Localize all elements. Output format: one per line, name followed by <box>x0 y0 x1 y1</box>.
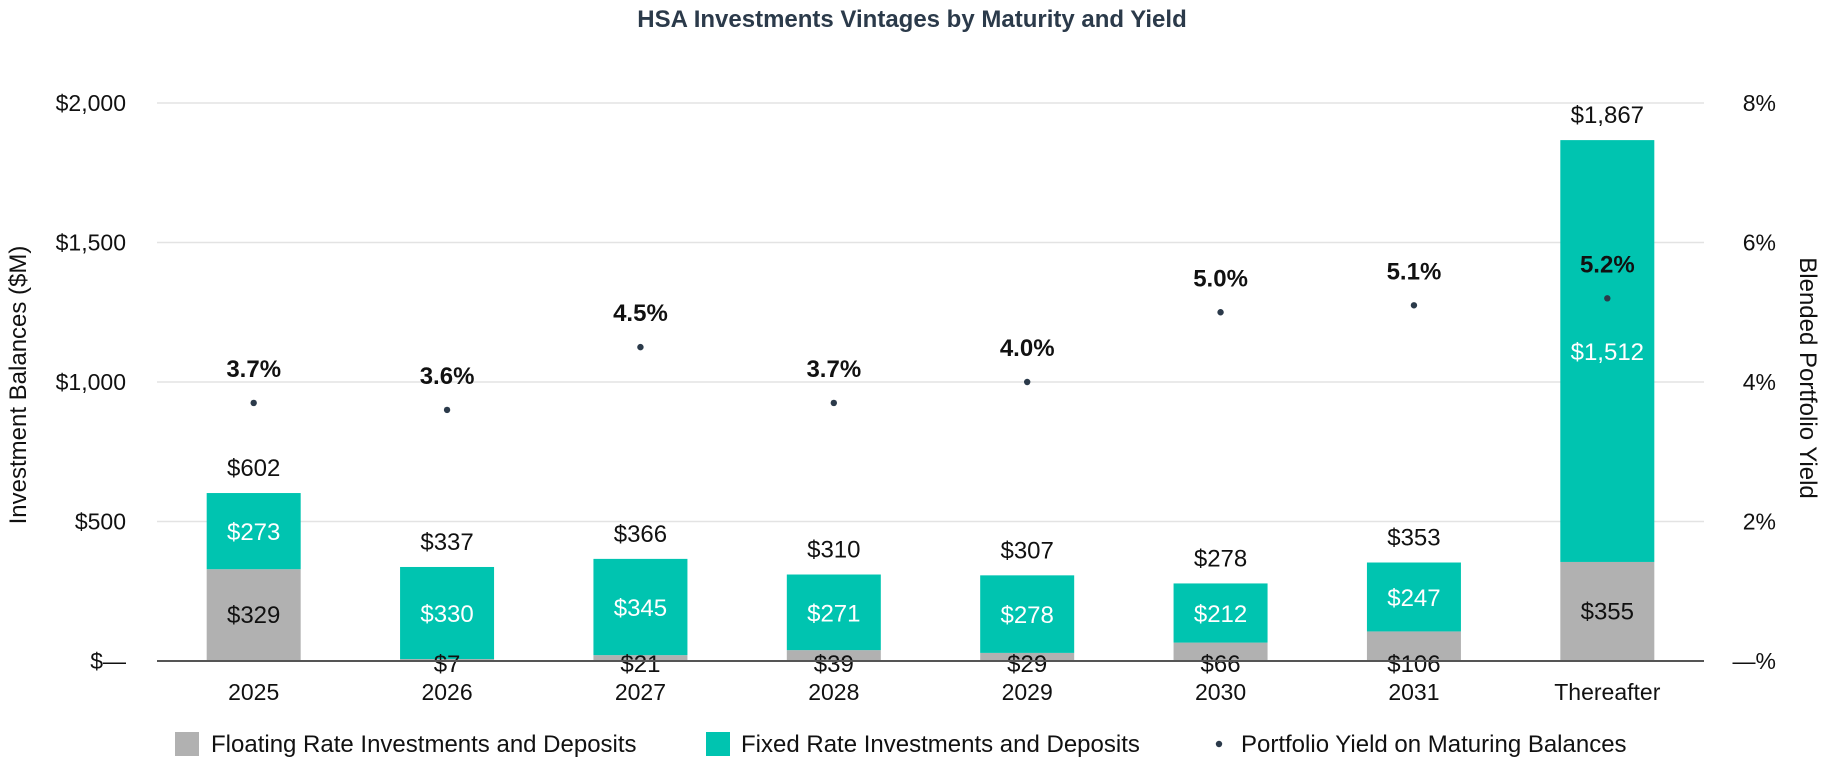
fixed-value-label: $212 <box>1194 601 1247 628</box>
yield-value-label: 4.5% <box>613 300 668 327</box>
yield-value-label: 4.0% <box>1000 335 1055 362</box>
yield-point <box>830 399 838 407</box>
fixed-value-label: $345 <box>614 595 667 622</box>
bar-floating <box>206 569 301 661</box>
yield-value-label: 5.0% <box>1193 265 1248 292</box>
legend: Floating Rate Investments and Deposits Fi… <box>175 731 1627 758</box>
fixed-value-label: $273 <box>227 519 280 546</box>
total-value-label: $278 <box>1194 545 1247 572</box>
floating-value-label: $39 <box>814 651 854 678</box>
y-axis-label: Investment Balances ($M) <box>5 246 32 525</box>
axes: $— $500 $1,000 $1,500 $2,000 —% 2% 4% 6% 8% <box>56 90 1776 674</box>
bar-fixed <box>206 493 301 570</box>
fixed-value-label: $247 <box>1387 585 1440 612</box>
floating-value-label: $29 <box>1007 651 1047 678</box>
x-tick-label: 2027 <box>615 679 666 705</box>
yield-point <box>1217 309 1224 316</box>
floating-value-label: $21 <box>620 651 660 678</box>
y2-tick-label: 2% <box>1743 509 1776 535</box>
x-tick-label: 2025 <box>228 679 279 705</box>
x-tick-label: 2028 <box>808 679 859 705</box>
legend-swatch-fixed <box>706 732 730 756</box>
total-value-label: $310 <box>807 537 860 564</box>
yield-value-label: 3.7% <box>806 356 861 383</box>
bar-fixed <box>786 574 881 651</box>
y-tick-label: $1,500 <box>56 230 126 256</box>
y-tick-label: $500 <box>75 509 126 535</box>
floating-value-label: $106 <box>1387 651 1440 678</box>
yield-point <box>1410 302 1418 309</box>
y2-tick-label: 8% <box>1743 90 1776 116</box>
y2-tick-label: —% <box>1733 648 1776 674</box>
x-tick-label: 2031 <box>1388 679 1439 705</box>
legend-label-yield: Portfolio Yield on Maturing Balances <box>1241 731 1627 758</box>
floating-value-label: $329 <box>227 602 280 629</box>
x-tick-label: 2029 <box>1002 679 1053 705</box>
bars <box>206 140 1655 661</box>
legend-swatch-floating <box>175 732 199 756</box>
floating-value-label: $7 <box>434 651 461 678</box>
y2-tick-label: 6% <box>1743 230 1776 256</box>
y2-axis-label: Blended Portfolio Yield <box>1794 257 1821 499</box>
yield-value-label: 3.7% <box>226 356 281 383</box>
x-tick-label: 2026 <box>421 679 472 705</box>
yield-point <box>637 343 644 351</box>
bar-floating <box>1366 631 1461 661</box>
bar-floating <box>786 650 881 661</box>
fixed-value-label: $1,512 <box>1571 339 1644 366</box>
gridlines <box>157 102 1704 523</box>
bar-fixed <box>1560 140 1655 562</box>
legend-label-fixed: Fixed Rate Investments and Deposits <box>741 731 1140 758</box>
total-value-label: $353 <box>1387 525 1440 552</box>
chart-title: HSA Investments Vintages by Maturity and… <box>637 6 1186 33</box>
legend-marker-yield <box>1215 740 1223 748</box>
fixed-value-label: $330 <box>420 601 473 628</box>
total-value-label: $366 <box>614 521 667 548</box>
total-value-label: $1,867 <box>1571 102 1644 129</box>
yield-point <box>443 406 451 414</box>
bar-fixed <box>400 566 495 660</box>
y2-tick-label: 4% <box>1743 369 1776 395</box>
y-tick-label: $2,000 <box>56 90 126 116</box>
bar-floating <box>593 655 688 661</box>
yield-value-label: 3.6% <box>420 363 475 390</box>
bar-fixed <box>1366 562 1461 632</box>
floating-value-label: $355 <box>1581 598 1634 625</box>
legend-label-floating: Floating Rate Investments and Deposits <box>211 731 637 758</box>
bar-floating <box>1173 642 1268 661</box>
bar-fixed <box>980 575 1075 653</box>
total-value-label: $307 <box>1000 537 1053 564</box>
yield-point <box>250 399 257 407</box>
bar-floating <box>980 652 1075 661</box>
x-tick-label: Thereafter <box>1554 679 1660 705</box>
bar-fixed <box>593 558 688 656</box>
yield-value-label: 5.2% <box>1580 251 1635 278</box>
yield-point <box>1604 295 1611 302</box>
y-tick-label: $1,000 <box>56 369 126 395</box>
floating-value-label: $66 <box>1201 651 1241 678</box>
data-labels: 2025 $329 $273 $602 3.7% 2026$7 $330 $337 3.6% 20… <box>226 102 1660 705</box>
y-tick-label: $— <box>90 648 126 674</box>
total-value-label: $337 <box>420 529 473 556</box>
bar-floating <box>1560 561 1655 661</box>
yield-point <box>1023 378 1031 386</box>
bar-fixed <box>1173 583 1268 643</box>
fixed-value-label: $278 <box>1000 602 1053 629</box>
yield-value-label: 5.1% <box>1387 258 1442 285</box>
x-tick-label: 2030 <box>1195 679 1246 705</box>
total-value-label: $602 <box>227 455 280 482</box>
fixed-value-label: $271 <box>807 600 860 627</box>
